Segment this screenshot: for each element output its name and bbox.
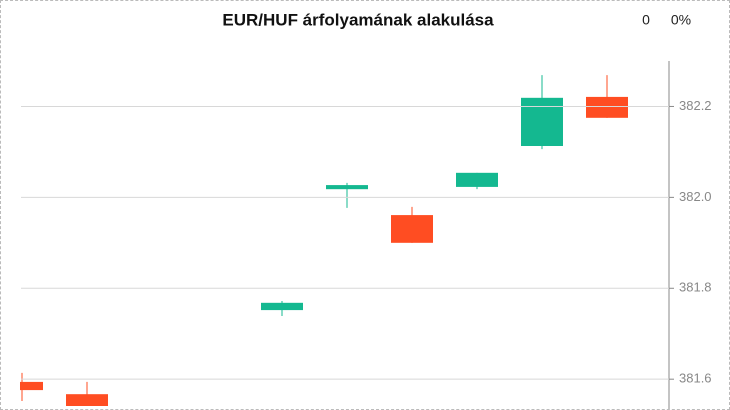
candle-body — [326, 185, 368, 190]
candle-body — [20, 381, 43, 391]
y-tick-label: 381.8 — [679, 280, 712, 295]
candle-body — [261, 302, 303, 311]
y-tick-label: 382.0 — [679, 189, 712, 204]
candle-body — [456, 172, 498, 187]
y-tick-label: 382.2 — [679, 98, 712, 113]
candle-body — [521, 97, 563, 146]
candle-body — [391, 215, 433, 243]
change-percent: 0% — [671, 12, 691, 28]
candle-body — [586, 96, 628, 118]
y-tick-label: 381.6 — [679, 371, 712, 386]
plot — [20, 75, 628, 406]
candle-body — [66, 394, 108, 406]
change-value: 0 — [642, 12, 650, 28]
chart-title: EUR/HUF árfolyamának alakulása — [222, 10, 494, 29]
